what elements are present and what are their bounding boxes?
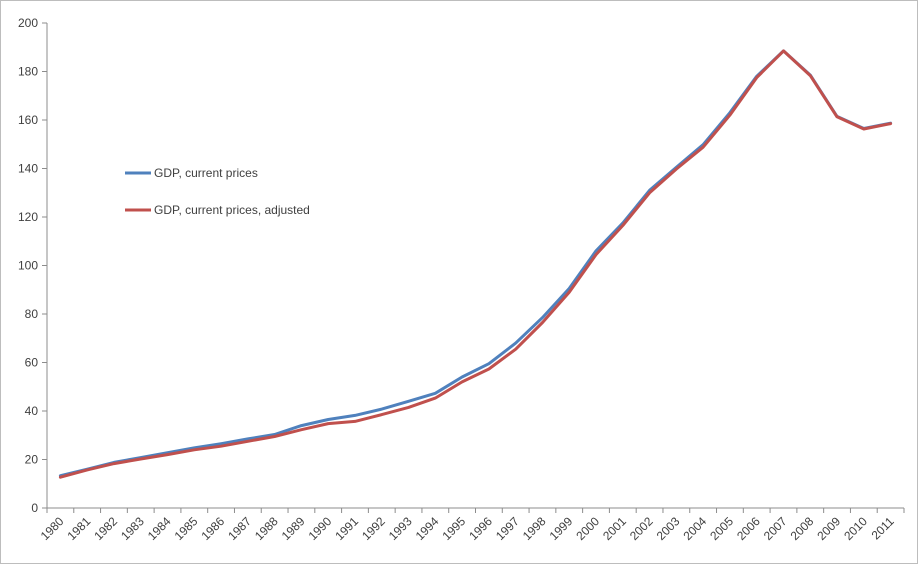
- x-tick-label: 1983: [118, 514, 147, 543]
- series-line-1: [58, 49, 893, 478]
- series-lines: [58, 49, 893, 479]
- x-tick-label: 2002: [627, 514, 656, 543]
- x-tick-label: 1981: [65, 514, 94, 543]
- y-tick-label: 200: [18, 16, 38, 30]
- y-tick-label: 100: [18, 259, 38, 273]
- x-tick-label: 2003: [654, 514, 683, 543]
- x-tick-label: 1992: [359, 514, 388, 543]
- x-tick-label: 1985: [172, 514, 201, 543]
- legend-label-2: GDP, current prices, adjusted: [154, 203, 310, 217]
- x-tick-label: 1991: [332, 514, 361, 543]
- x-tick-label: 2000: [573, 514, 602, 543]
- x-tick-label: 1996: [466, 514, 495, 543]
- x-tick-label: 2006: [734, 514, 763, 543]
- x-tick-label: 1990: [306, 514, 335, 543]
- x-tick-label: 1998: [520, 514, 549, 543]
- x-tick-label: 2007: [761, 514, 790, 543]
- x-tick-label: 1982: [91, 514, 120, 543]
- y-tick-label: 180: [18, 65, 38, 79]
- x-tick-label: 1984: [145, 514, 174, 543]
- x-tick-label: 1997: [493, 514, 522, 543]
- x-tick-label: 2001: [600, 514, 629, 543]
- y-tick-label: 140: [18, 162, 38, 176]
- y-axis-tick-labels: 0 20 40 60 80 100 120 140 160 180 200: [18, 16, 38, 515]
- x-tick-label: 2011: [869, 514, 897, 542]
- x-tick-label: 1987: [225, 514, 254, 543]
- x-tick-label: 1988: [252, 514, 281, 543]
- y-tick-label: 20: [25, 453, 39, 467]
- x-axis-tick-labels: 1980198119821983198419851986198719881989…: [38, 514, 897, 543]
- y-tick-label: 80: [25, 307, 39, 321]
- y-tick-label: 120: [18, 210, 38, 224]
- y-tick-label: 60: [25, 356, 39, 370]
- x-tick-label: 2010: [841, 514, 870, 543]
- x-tick-label: 1989: [279, 514, 308, 543]
- x-tick-label: 1980: [38, 514, 67, 543]
- y-tick-label: 160: [18, 113, 38, 127]
- legend: GDP, current prices GDP, current prices, …: [125, 166, 310, 217]
- series-line-2: [58, 49, 893, 479]
- axes: [42, 22, 905, 513]
- y-tick-label: 0: [31, 501, 38, 515]
- y-tick-label: 40: [25, 404, 39, 418]
- legend-label-1: GDP, current prices: [154, 166, 258, 180]
- x-tick-label: 1999: [547, 514, 576, 543]
- x-tick-label: 2005: [707, 514, 736, 543]
- x-tick-label: 1993: [386, 514, 415, 543]
- x-tick-label: 2004: [680, 514, 709, 543]
- x-tick-label: 1995: [439, 514, 468, 543]
- x-tick-label: 2009: [814, 514, 843, 543]
- x-tick-label: 1986: [198, 514, 227, 543]
- x-tick-label: 2008: [788, 514, 817, 543]
- x-tick-label: 1994: [413, 514, 442, 543]
